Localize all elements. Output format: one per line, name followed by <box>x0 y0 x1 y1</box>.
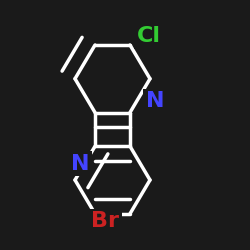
Text: N: N <box>146 91 164 111</box>
Text: Br: Br <box>91 211 119 231</box>
Text: Cl: Cl <box>137 26 161 46</box>
Text: N: N <box>71 154 89 174</box>
